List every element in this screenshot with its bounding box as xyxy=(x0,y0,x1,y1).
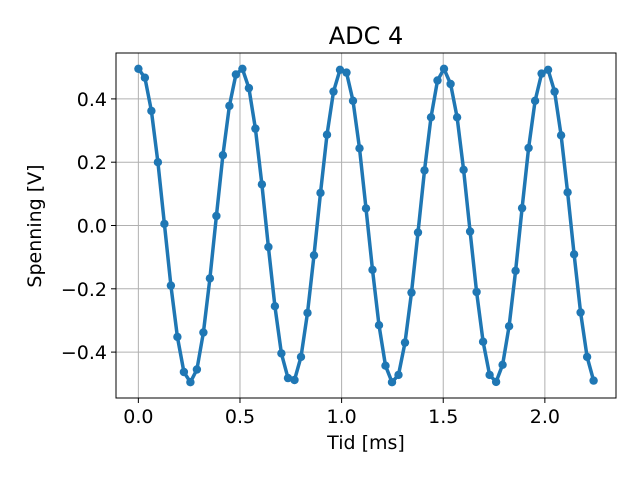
data-point xyxy=(290,376,298,384)
data-point xyxy=(310,251,318,259)
data-point xyxy=(381,362,389,370)
x-axis-label: Tid [ms] xyxy=(326,432,405,454)
data-point xyxy=(407,288,415,296)
y-axis-ticks: −0.4 −0.2 0.0 0.2 0.4 xyxy=(61,89,116,364)
data-point xyxy=(505,322,513,330)
data-point xyxy=(147,107,155,115)
data-point xyxy=(362,204,370,212)
data-point xyxy=(206,274,214,282)
y-tick-label: −0.4 xyxy=(61,342,107,364)
data-point xyxy=(531,97,539,105)
data-point xyxy=(271,302,279,310)
data-point xyxy=(498,361,506,369)
chart-title: ADC 4 xyxy=(329,22,404,50)
data-point xyxy=(440,65,448,73)
data-point xyxy=(297,353,305,361)
x-axis-ticks: 0.0 0.5 1.0 1.5 2.0 xyxy=(123,398,560,428)
data-point xyxy=(186,378,194,386)
x-tick-label: 1.5 xyxy=(428,406,458,428)
y-tick-label: 0.4 xyxy=(77,89,107,111)
data-point xyxy=(524,144,532,152)
data-point xyxy=(583,353,591,361)
data-point xyxy=(154,158,162,166)
data-point xyxy=(303,309,311,317)
data-point xyxy=(446,80,454,88)
data-point xyxy=(251,124,259,132)
data-point xyxy=(511,267,519,275)
data-point xyxy=(316,189,324,197)
data-point xyxy=(225,102,233,110)
data-point xyxy=(453,113,461,121)
y-tick-label: −0.2 xyxy=(61,279,107,301)
data-point xyxy=(232,70,240,78)
data-point xyxy=(466,227,474,235)
data-point xyxy=(323,131,331,139)
data-point xyxy=(485,371,493,379)
data-point xyxy=(238,65,246,73)
data-point xyxy=(212,212,220,220)
data-point xyxy=(550,87,558,95)
data-point xyxy=(160,220,168,228)
data-point xyxy=(472,288,480,296)
data-point xyxy=(329,87,337,95)
data-point xyxy=(368,266,376,274)
data-point xyxy=(141,74,149,82)
data-point xyxy=(193,365,201,373)
data-point xyxy=(420,166,428,174)
data-point xyxy=(433,76,441,84)
data-point xyxy=(134,65,142,73)
data-point xyxy=(277,349,285,357)
data-point xyxy=(388,378,396,386)
data-point xyxy=(375,321,383,329)
data-point xyxy=(355,144,363,152)
data-point xyxy=(167,281,175,289)
data-point xyxy=(459,166,467,174)
data-point xyxy=(589,376,597,384)
data-point xyxy=(245,84,253,92)
data-point xyxy=(394,371,402,379)
data-point xyxy=(479,338,487,346)
data-point xyxy=(563,188,571,196)
data-point xyxy=(349,97,357,105)
x-tick-label: 1.0 xyxy=(327,406,357,428)
data-point xyxy=(576,308,584,316)
data-point xyxy=(401,338,409,346)
data-point xyxy=(264,243,272,251)
data-point xyxy=(570,250,578,258)
data-point xyxy=(492,378,500,386)
data-point xyxy=(427,113,435,121)
y-tick-label: 0.0 xyxy=(77,216,107,238)
data-point xyxy=(219,151,227,159)
data-point xyxy=(173,333,181,341)
data-point xyxy=(258,180,266,188)
y-tick-label: 0.2 xyxy=(77,152,107,174)
data-point xyxy=(557,131,565,139)
data-point xyxy=(518,204,526,212)
data-point xyxy=(544,66,552,74)
data-point xyxy=(180,368,188,376)
x-tick-label: 0.5 xyxy=(225,406,255,428)
grid xyxy=(116,53,616,398)
x-tick-label: 2.0 xyxy=(530,406,560,428)
data-point xyxy=(342,68,350,76)
data-point xyxy=(199,328,207,336)
x-tick-label: 0.0 xyxy=(123,406,153,428)
y-axis-label: Spenning [V] xyxy=(24,164,46,287)
data-point xyxy=(414,228,422,236)
